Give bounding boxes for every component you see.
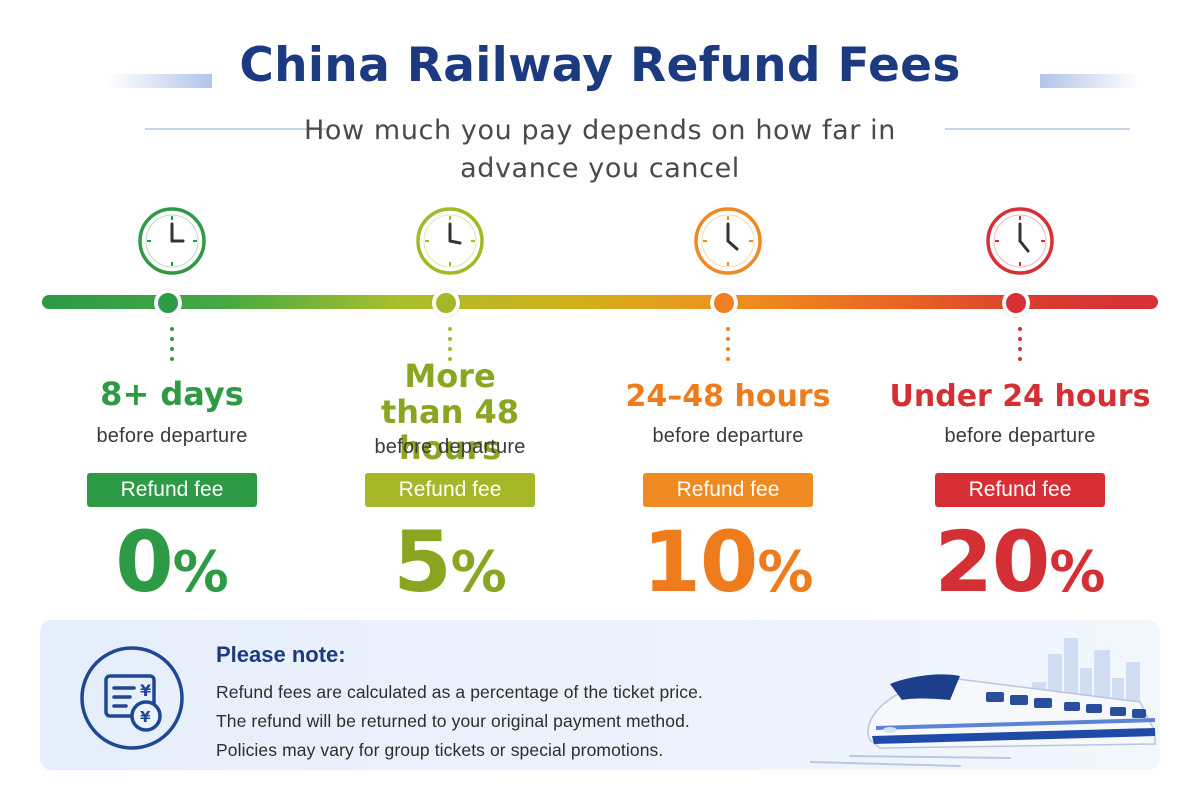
dotted-connector (588, 325, 868, 365)
percent-sign: % (450, 540, 507, 605)
tier-before-label: before departure (944, 425, 1096, 447)
tier-more-than-48-hours: More than 48 hours before departure Refu… (310, 0, 590, 800)
percent-sign: % (757, 540, 814, 605)
subtitle-left-rule (145, 128, 330, 130)
refund-percent: 20% (880, 512, 1160, 623)
clock-icon (880, 205, 1160, 277)
percent-value: 5 (393, 513, 451, 611)
title-right-decoration (1040, 74, 1140, 88)
tier-8-days: 8+ days before departure Refund fee 0% (32, 0, 312, 800)
refund-fee-badge: Refund fee (643, 473, 813, 507)
timeline-node (710, 289, 738, 317)
refund-fee-badge: Refund fee (935, 473, 1105, 507)
svg-text:¥: ¥ (140, 708, 151, 726)
refund-fee-badge: Refund fee (87, 473, 257, 507)
timeline-node (432, 289, 460, 317)
high-speed-train-illustration (810, 638, 1156, 767)
subtitle-right-rule (945, 128, 1130, 130)
timeline-node (154, 289, 182, 317)
refund-fee-badge: Refund fee (365, 473, 535, 507)
tier-24-48-hours: 24–48 hours before departure Refund fee … (588, 0, 868, 800)
tier-period: More than 48 hours (380, 357, 520, 467)
note-panel: ¥ ¥ Please note: Refund fees are calcula… (40, 620, 1160, 770)
dotted-connector (310, 325, 590, 365)
note-line: Refund fees are calculated as a percenta… (216, 682, 703, 702)
note-title: Please note: (216, 642, 346, 667)
note-list: Refund fees are calculated as a percenta… (216, 678, 703, 765)
clock-icon (310, 205, 590, 277)
tier-before-label: before departure (96, 425, 248, 447)
refund-percent: 5% (310, 512, 590, 623)
tier-period: 24–48 hours (625, 379, 831, 414)
tier-period: Under 24 hours (889, 379, 1151, 414)
percent-value: 10 (642, 513, 758, 611)
percent-value: 20 (934, 513, 1050, 611)
timeline-node (1002, 289, 1030, 317)
clock-icon (32, 205, 312, 277)
tier-period: 8+ days (100, 375, 244, 413)
yuan-refund-document-icon: ¥ ¥ (78, 644, 186, 752)
tier-before-label: before departure (652, 425, 804, 447)
dotted-connector (32, 325, 312, 365)
dotted-connector (880, 325, 1160, 365)
percent-sign: % (172, 540, 229, 605)
tier-under-24-hours: Under 24 hours before departure Refund f… (880, 0, 1160, 800)
title-left-decoration (108, 74, 212, 88)
percent-value: 0 (115, 513, 173, 611)
tier-before-label: before departure (374, 436, 526, 458)
refund-percent: 10% (588, 512, 868, 623)
svg-text:¥: ¥ (140, 681, 151, 700)
page-title: China Railway Refund Fees (239, 38, 961, 93)
percent-sign: % (1049, 540, 1106, 605)
timeline-bar (42, 295, 1158, 309)
refund-percent: 0% (32, 512, 312, 623)
note-line: The refund will be returned to your orig… (216, 711, 690, 731)
note-line: Policies may vary for group tickets or s… (216, 740, 664, 760)
page-subtitle: How much you pay depends on how far in a… (304, 115, 896, 184)
clock-icon (588, 205, 868, 277)
